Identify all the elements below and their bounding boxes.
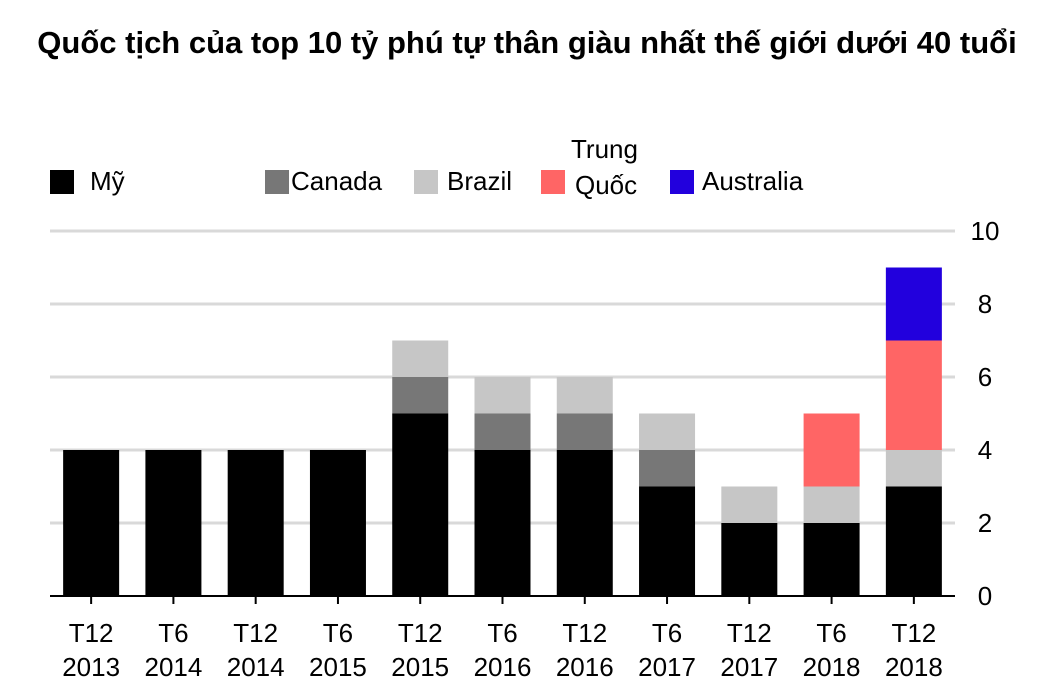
bar-segment: [639, 450, 696, 487]
bar-segment: [63, 450, 120, 596]
legend-swatch: [670, 170, 694, 194]
y-tick-label: 8: [978, 289, 992, 319]
legend-swatch: [541, 170, 565, 194]
x-tick-label: T6 2014: [144, 618, 202, 682]
bar-segment: [392, 413, 449, 596]
legend-label: Brazil: [447, 166, 512, 196]
legend-label: Trung Quốc: [571, 134, 638, 200]
bar-segment: [474, 413, 531, 450]
y-tick-label: 4: [978, 435, 992, 465]
y-tick-label: 2: [978, 508, 992, 538]
legend-swatch: [50, 170, 74, 194]
x-tick-label: T6 2017: [638, 618, 696, 682]
bar-segment: [556, 450, 613, 596]
bar-segment: [639, 413, 696, 450]
bar-segment: [885, 267, 942, 341]
bar-segment: [556, 413, 613, 450]
y-tick-label: 6: [978, 362, 992, 392]
legend-swatch: [265, 170, 289, 194]
legend-label: Mỹ: [90, 166, 125, 196]
bar-segment: [803, 486, 860, 523]
x-tick-label: T12 2014: [227, 618, 285, 682]
x-tick-label: T6 2018: [803, 618, 861, 682]
y-tick-label: 0: [978, 581, 992, 611]
bar-segment: [392, 340, 449, 377]
bar-segment: [885, 486, 942, 596]
x-tick-label: T12 2013: [62, 618, 120, 682]
bar-segment: [309, 450, 366, 596]
x-tick-label: T12 2016: [556, 618, 614, 682]
bar-segment: [556, 377, 613, 414]
bar-segment: [392, 377, 449, 414]
bar-segment: [639, 486, 696, 596]
bar-segment: [885, 450, 942, 487]
bar-segment: [885, 340, 942, 450]
x-tick-label: T6 2015: [309, 618, 367, 682]
bar-segment: [227, 450, 284, 596]
legend-label: Canada: [291, 166, 383, 196]
legend-label: Australia: [702, 166, 804, 196]
bar-segment: [803, 523, 860, 596]
x-tick-label: T12 2015: [391, 618, 449, 682]
bar-segment: [721, 523, 778, 596]
x-tick-label: T6 2016: [474, 618, 532, 682]
chart-title: Quốc tịch của top 10 tỷ phú tự thân giàu…: [37, 25, 1017, 60]
bar-segment: [474, 377, 531, 414]
bar-segment: [474, 450, 531, 596]
legend-swatch: [414, 170, 438, 194]
bar-segment: [803, 413, 860, 487]
x-tick-label: T12 2017: [720, 618, 778, 682]
x-tick-label: T12 2018: [885, 618, 943, 682]
bar-segment: [145, 450, 202, 596]
bar-segment: [721, 486, 778, 523]
y-tick-label: 10: [971, 216, 1000, 246]
